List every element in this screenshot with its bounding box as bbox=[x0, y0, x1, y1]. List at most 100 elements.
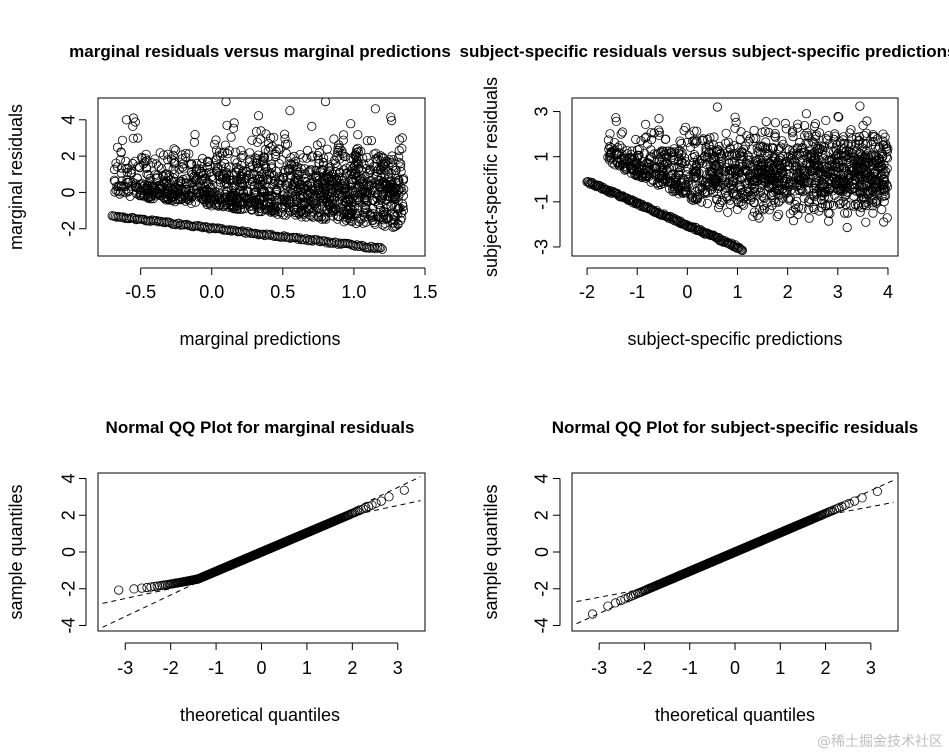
data-point bbox=[279, 129, 290, 139]
data-point bbox=[307, 152, 317, 162]
data-point bbox=[732, 166, 742, 176]
data-point bbox=[670, 173, 680, 183]
data-point bbox=[309, 193, 319, 203]
data-point bbox=[246, 193, 256, 203]
data-point bbox=[644, 154, 654, 164]
data-point bbox=[764, 127, 774, 138]
data-point bbox=[631, 158, 641, 169]
data-point bbox=[613, 158, 623, 168]
data-point bbox=[634, 144, 644, 155]
data-point bbox=[225, 190, 235, 200]
data-point bbox=[285, 106, 295, 116]
data-point bbox=[811, 175, 822, 185]
chart-title: Normal QQ Plot for marginal residuals bbox=[106, 418, 415, 437]
data-point bbox=[318, 175, 329, 185]
data-point bbox=[287, 180, 298, 190]
data-point bbox=[771, 178, 782, 188]
data-point bbox=[708, 230, 718, 240]
data-point bbox=[712, 175, 722, 185]
data-point bbox=[229, 118, 239, 128]
data-point bbox=[355, 241, 365, 251]
data-point bbox=[109, 164, 120, 175]
data-point bbox=[843, 187, 853, 197]
data-point bbox=[184, 149, 194, 159]
data-point bbox=[752, 210, 763, 220]
data-point bbox=[128, 113, 139, 123]
data-point bbox=[831, 504, 842, 514]
data-point bbox=[222, 120, 232, 130]
data-point bbox=[818, 170, 828, 181]
data-point bbox=[587, 178, 598, 188]
data-point bbox=[726, 149, 737, 159]
data-point bbox=[318, 157, 329, 168]
data-point bbox=[323, 163, 333, 173]
data-point bbox=[770, 118, 781, 128]
data-point bbox=[841, 183, 851, 193]
data-point bbox=[196, 193, 207, 203]
y-tick-label: 2 bbox=[59, 510, 79, 520]
data-point bbox=[331, 174, 341, 184]
data-point bbox=[353, 147, 363, 157]
data-point bbox=[247, 201, 258, 211]
data-point bbox=[313, 154, 324, 164]
data-point bbox=[698, 134, 708, 144]
data-point bbox=[229, 191, 239, 201]
data-point bbox=[259, 152, 269, 162]
data-point bbox=[313, 185, 323, 196]
data-point bbox=[880, 186, 890, 196]
data-point bbox=[683, 221, 694, 231]
data-point bbox=[840, 500, 850, 510]
data-point bbox=[849, 170, 859, 180]
data-point bbox=[327, 184, 338, 194]
data-point bbox=[320, 98, 331, 107]
data-point bbox=[385, 192, 395, 202]
data-point bbox=[823, 216, 834, 226]
data-point bbox=[760, 126, 770, 136]
data-point bbox=[664, 177, 674, 188]
data-point bbox=[780, 118, 790, 129]
data-point bbox=[677, 218, 687, 228]
data-point bbox=[251, 127, 261, 137]
x-axis-label: theoretical quantiles bbox=[655, 705, 815, 725]
data-point bbox=[705, 173, 715, 183]
y-axis-label: subject-specific residuals bbox=[481, 77, 501, 277]
data-point bbox=[823, 193, 834, 203]
data-point bbox=[192, 185, 202, 195]
data-point bbox=[388, 211, 398, 221]
data-point bbox=[799, 121, 810, 131]
data-point bbox=[333, 239, 343, 249]
data-point bbox=[307, 121, 317, 132]
data-point bbox=[320, 182, 330, 192]
data-point bbox=[137, 583, 147, 593]
data-point bbox=[313, 151, 323, 161]
data-point bbox=[389, 209, 399, 219]
data-point bbox=[390, 194, 400, 205]
data-point bbox=[238, 182, 248, 192]
data-point bbox=[171, 145, 181, 155]
data-point bbox=[380, 169, 390, 179]
data-point bbox=[838, 177, 848, 187]
data-point bbox=[837, 150, 847, 160]
data-point bbox=[854, 139, 864, 149]
data-point bbox=[236, 160, 246, 170]
data-point bbox=[390, 166, 401, 176]
data-point bbox=[832, 151, 842, 161]
data-point bbox=[680, 122, 691, 132]
data-point bbox=[350, 150, 360, 160]
data-point bbox=[663, 158, 673, 168]
data-point bbox=[158, 171, 168, 181]
data-point bbox=[881, 144, 892, 154]
data-points bbox=[576, 479, 894, 625]
data-point bbox=[646, 135, 657, 145]
data-point bbox=[218, 202, 228, 212]
data-point bbox=[142, 169, 152, 179]
data-point bbox=[271, 166, 281, 176]
data-point bbox=[814, 206, 824, 216]
data-point bbox=[804, 204, 814, 214]
panel-subject-specific-residuals: subject-specific residuals versus subjec… bbox=[460, 42, 949, 349]
data-point bbox=[247, 135, 257, 145]
data-point bbox=[282, 139, 293, 149]
x-tick-label: 1 bbox=[732, 282, 742, 302]
data-point bbox=[781, 176, 791, 186]
data-point bbox=[162, 189, 173, 199]
